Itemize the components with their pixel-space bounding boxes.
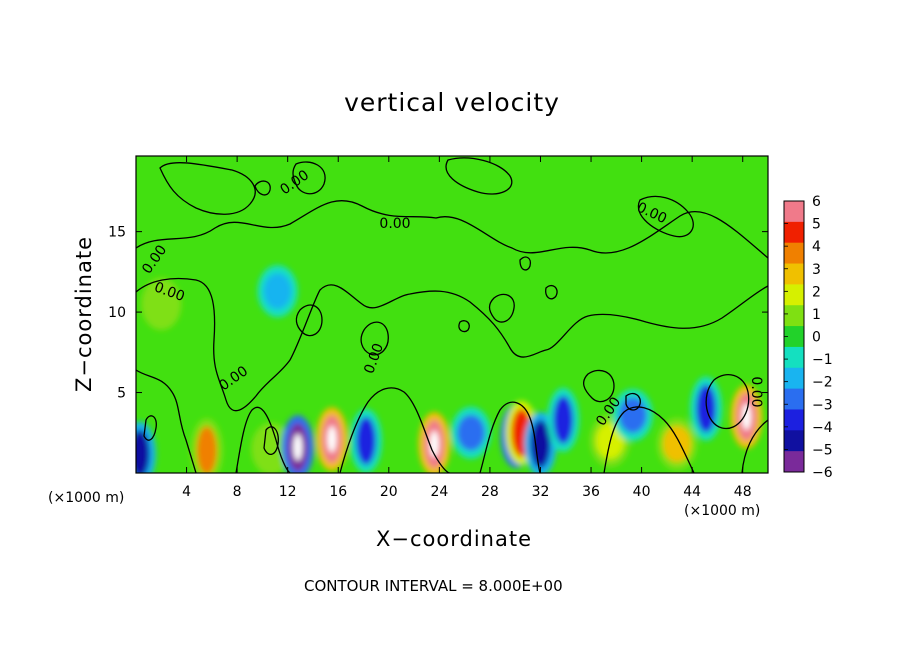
zero-contour-line bbox=[136, 277, 768, 412]
colorbar-swatch bbox=[784, 388, 804, 410]
zero-contour-line bbox=[136, 369, 197, 473]
zero-contour-line bbox=[488, 293, 515, 323]
colorbar-tick-label: 4 bbox=[812, 239, 821, 255]
y-tick-label: 15 bbox=[108, 225, 126, 241]
x-tick-label: 48 bbox=[734, 484, 752, 500]
colorbar-swatch bbox=[784, 201, 804, 223]
x-tick-label: 16 bbox=[329, 484, 347, 500]
zero-contour-line bbox=[339, 387, 451, 473]
colorbar-swatch bbox=[784, 242, 804, 265]
zero-contour-line bbox=[479, 401, 541, 473]
colorbar-swatch bbox=[784, 263, 804, 285]
colorbar-swatch bbox=[784, 221, 804, 244]
zero-contour-line bbox=[159, 162, 256, 215]
colorbar-tick-label: 3 bbox=[812, 262, 821, 278]
colorbar-tick-label: −4 bbox=[812, 420, 833, 436]
zero-contour-line bbox=[705, 374, 750, 430]
colorbar-swatch bbox=[784, 451, 804, 473]
plot-frame bbox=[135, 155, 769, 474]
zero-contour-line bbox=[545, 284, 558, 300]
colorbar-tick-label: 6 bbox=[812, 194, 821, 210]
velocity-feature bbox=[147, 286, 176, 323]
contour-label: 0.00 bbox=[748, 376, 764, 407]
feature-core bbox=[293, 434, 303, 461]
zero-contour-line bbox=[295, 304, 323, 337]
velocity-feature bbox=[136, 429, 150, 473]
x-axis-label: X−coordinate bbox=[376, 527, 532, 551]
x-tick-label: 4 bbox=[182, 484, 191, 500]
zero-contour-line bbox=[458, 320, 470, 333]
x-tick-label: 32 bbox=[532, 484, 550, 500]
colorbar-tick-label: −3 bbox=[812, 397, 833, 413]
velocity-feature bbox=[553, 395, 574, 444]
colorbar-tick-label: 2 bbox=[812, 284, 821, 300]
velocity-feature bbox=[530, 420, 551, 469]
velocity-feature bbox=[618, 397, 647, 434]
zero-contour-line bbox=[254, 180, 271, 196]
zero-contour-line bbox=[603, 406, 695, 473]
x-tick-label: 8 bbox=[233, 484, 242, 500]
chart-title: vertical velocity bbox=[344, 88, 560, 117]
contour-label: 0.00 bbox=[379, 216, 410, 232]
velocity-feature bbox=[257, 430, 286, 467]
colorbar-tick-label: −1 bbox=[812, 352, 833, 368]
zero-contour-line bbox=[582, 369, 615, 403]
colorbar-swatch bbox=[784, 326, 804, 348]
contour-interval-note: CONTOUR INTERVAL = 8.000E+00 bbox=[304, 577, 563, 595]
x-unit-label-right: (×1000 m) bbox=[684, 503, 761, 519]
colorbar-tick-label: −5 bbox=[812, 442, 833, 458]
colorbar-swatch bbox=[784, 430, 804, 452]
zero-contour-line bbox=[136, 200, 768, 259]
zero-contour-line bbox=[519, 256, 532, 271]
zero-contour-line bbox=[445, 157, 513, 195]
velocity-feature bbox=[196, 426, 217, 473]
colorbar-tick-label: 1 bbox=[812, 307, 821, 323]
colorbar-swatch bbox=[784, 284, 804, 306]
y-tick-label: 10 bbox=[108, 305, 126, 321]
zero-contour-line bbox=[263, 426, 279, 455]
velocity-feature bbox=[456, 414, 485, 451]
plot-background bbox=[136, 156, 768, 473]
zero-contour-line bbox=[625, 392, 641, 411]
x-tick-label: 12 bbox=[279, 484, 297, 500]
velocity-feature bbox=[356, 416, 377, 465]
colorbar-tick-label: −2 bbox=[812, 375, 833, 391]
colorbar-tick-label: 5 bbox=[812, 217, 821, 233]
x-tick-label: 44 bbox=[683, 484, 701, 500]
feature-core bbox=[327, 426, 337, 453]
colorbar-swatch bbox=[784, 367, 804, 390]
colorbar-swatch bbox=[784, 409, 804, 431]
zero-contour-line bbox=[292, 161, 326, 195]
x-tick-label: 40 bbox=[633, 484, 651, 500]
colorbar-swatch bbox=[784, 305, 804, 327]
y-tick-label: 5 bbox=[117, 386, 126, 402]
colorbar-tick-label: 0 bbox=[812, 330, 821, 346]
colorbar-swatch bbox=[784, 346, 804, 369]
colorbar-tick-label: −6 bbox=[812, 465, 833, 481]
zero-contour-line bbox=[637, 195, 694, 238]
velocity-feature bbox=[696, 384, 717, 433]
x-tick-label: 24 bbox=[430, 484, 448, 500]
x-tick-label: 36 bbox=[582, 484, 600, 500]
x-tick-label: 28 bbox=[481, 484, 499, 500]
y-axis-label: Z−coordinate bbox=[72, 236, 96, 392]
x-tick-label: 20 bbox=[380, 484, 398, 500]
zero-contour-line bbox=[235, 406, 291, 473]
feature-core bbox=[742, 403, 752, 430]
velocity-feature bbox=[263, 273, 292, 310]
zero-contour-line bbox=[143, 415, 157, 441]
x-unit-label-left: (×1000 m) bbox=[48, 490, 125, 506]
zero-contour-line bbox=[360, 321, 389, 356]
